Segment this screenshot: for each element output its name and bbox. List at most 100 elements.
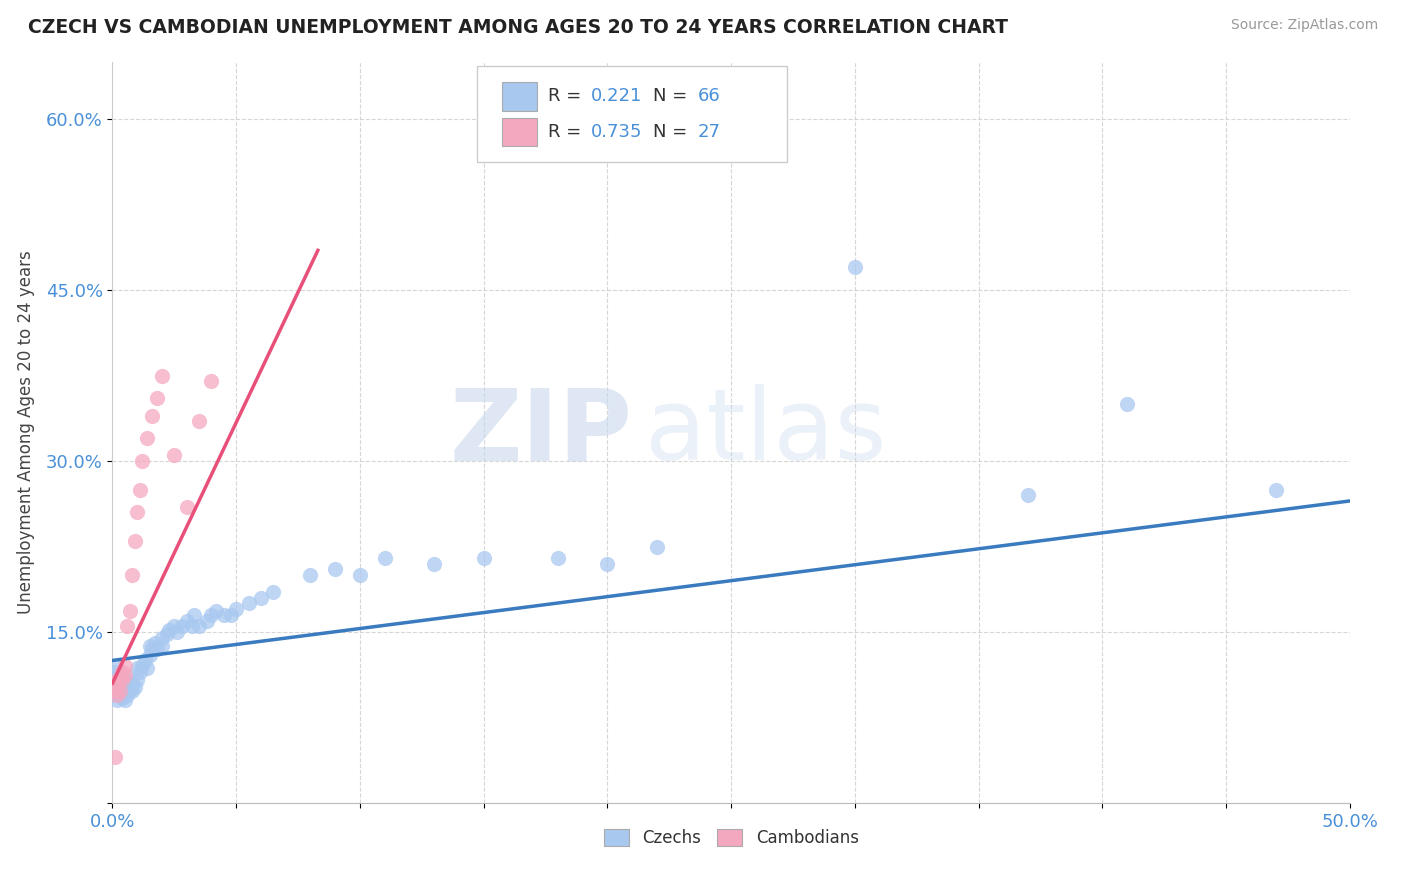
Point <box>107 688 129 702</box>
Point <box>183 607 205 622</box>
Point <box>200 607 222 622</box>
Point <box>107 681 129 696</box>
Point <box>121 568 143 582</box>
Point <box>117 688 139 702</box>
Text: N =: N = <box>654 123 693 141</box>
Point <box>180 619 202 633</box>
Text: atlas: atlas <box>644 384 886 481</box>
Point <box>128 483 150 497</box>
Y-axis label: Unemployment Among Ages 20 to 24 years: Unemployment Among Ages 20 to 24 years <box>17 251 35 615</box>
Point <box>108 684 131 698</box>
Point <box>107 673 129 687</box>
Point <box>111 665 134 679</box>
Point <box>131 659 153 673</box>
Text: Source: ZipAtlas.com: Source: ZipAtlas.com <box>1230 18 1378 32</box>
Point <box>104 750 127 764</box>
Text: R =: R = <box>548 123 586 141</box>
Point <box>150 639 173 653</box>
Point <box>108 681 131 696</box>
Point <box>1017 488 1039 502</box>
Point <box>141 409 163 423</box>
Point <box>138 639 160 653</box>
Point <box>212 607 235 622</box>
Point <box>111 691 134 706</box>
FancyBboxPatch shape <box>502 118 537 146</box>
Point <box>111 681 134 696</box>
Point <box>104 659 127 673</box>
Point <box>117 619 139 633</box>
Point <box>150 631 173 645</box>
Point <box>146 642 169 657</box>
Point <box>136 661 159 675</box>
Point <box>114 693 136 707</box>
Text: R =: R = <box>548 87 586 105</box>
Point <box>111 673 134 687</box>
Point <box>349 568 371 582</box>
Point <box>117 680 139 694</box>
Point <box>156 627 179 641</box>
Point <box>146 392 169 406</box>
Legend: Czechs, Cambodians: Czechs, Cambodians <box>598 822 865 854</box>
Point <box>108 673 131 687</box>
Point <box>163 449 186 463</box>
Point <box>124 533 146 548</box>
Text: 27: 27 <box>697 123 721 141</box>
Point <box>108 671 131 685</box>
Point <box>104 684 127 698</box>
Point <box>200 375 222 389</box>
Point <box>225 602 247 616</box>
Point <box>176 614 198 628</box>
Point <box>1116 397 1139 411</box>
Point <box>114 668 136 682</box>
Text: 0.221: 0.221 <box>592 87 643 105</box>
Text: CZECH VS CAMBODIAN UNEMPLOYMENT AMONG AGES 20 TO 24 YEARS CORRELATION CHART: CZECH VS CAMBODIAN UNEMPLOYMENT AMONG AG… <box>28 18 1008 37</box>
Point <box>423 557 446 571</box>
Point <box>131 454 153 468</box>
Text: 0.735: 0.735 <box>592 123 643 141</box>
Point <box>104 676 127 690</box>
Point <box>374 550 396 565</box>
Point <box>299 568 322 582</box>
Point <box>844 260 866 275</box>
Point <box>170 619 193 633</box>
Point <box>472 550 495 565</box>
Point <box>195 614 218 628</box>
Point <box>127 661 149 675</box>
Point <box>205 604 228 618</box>
Point <box>136 431 159 445</box>
Point <box>127 505 149 519</box>
Point <box>323 562 346 576</box>
Point <box>114 659 136 673</box>
Text: 66: 66 <box>697 87 720 105</box>
Point <box>107 688 129 702</box>
FancyBboxPatch shape <box>478 66 787 162</box>
Point <box>141 642 163 657</box>
Point <box>596 557 619 571</box>
Point <box>262 585 284 599</box>
Point <box>107 680 129 694</box>
Point <box>124 680 146 694</box>
Point <box>104 676 127 690</box>
Text: N =: N = <box>654 87 693 105</box>
Point <box>138 648 160 662</box>
Point <box>720 89 742 103</box>
Point <box>107 693 129 707</box>
Point <box>150 368 173 383</box>
Point <box>166 624 188 639</box>
Point <box>176 500 198 514</box>
Point <box>188 619 211 633</box>
Point <box>1264 483 1286 497</box>
Point <box>157 623 180 637</box>
Point <box>134 653 156 667</box>
Point <box>128 665 150 679</box>
Point <box>645 540 668 554</box>
Point <box>118 673 141 687</box>
Point <box>114 684 136 698</box>
Point <box>143 636 166 650</box>
Point <box>104 665 127 679</box>
Point <box>219 607 242 622</box>
Point <box>238 597 260 611</box>
Point <box>163 619 186 633</box>
Point <box>107 671 129 685</box>
Point <box>121 684 143 698</box>
